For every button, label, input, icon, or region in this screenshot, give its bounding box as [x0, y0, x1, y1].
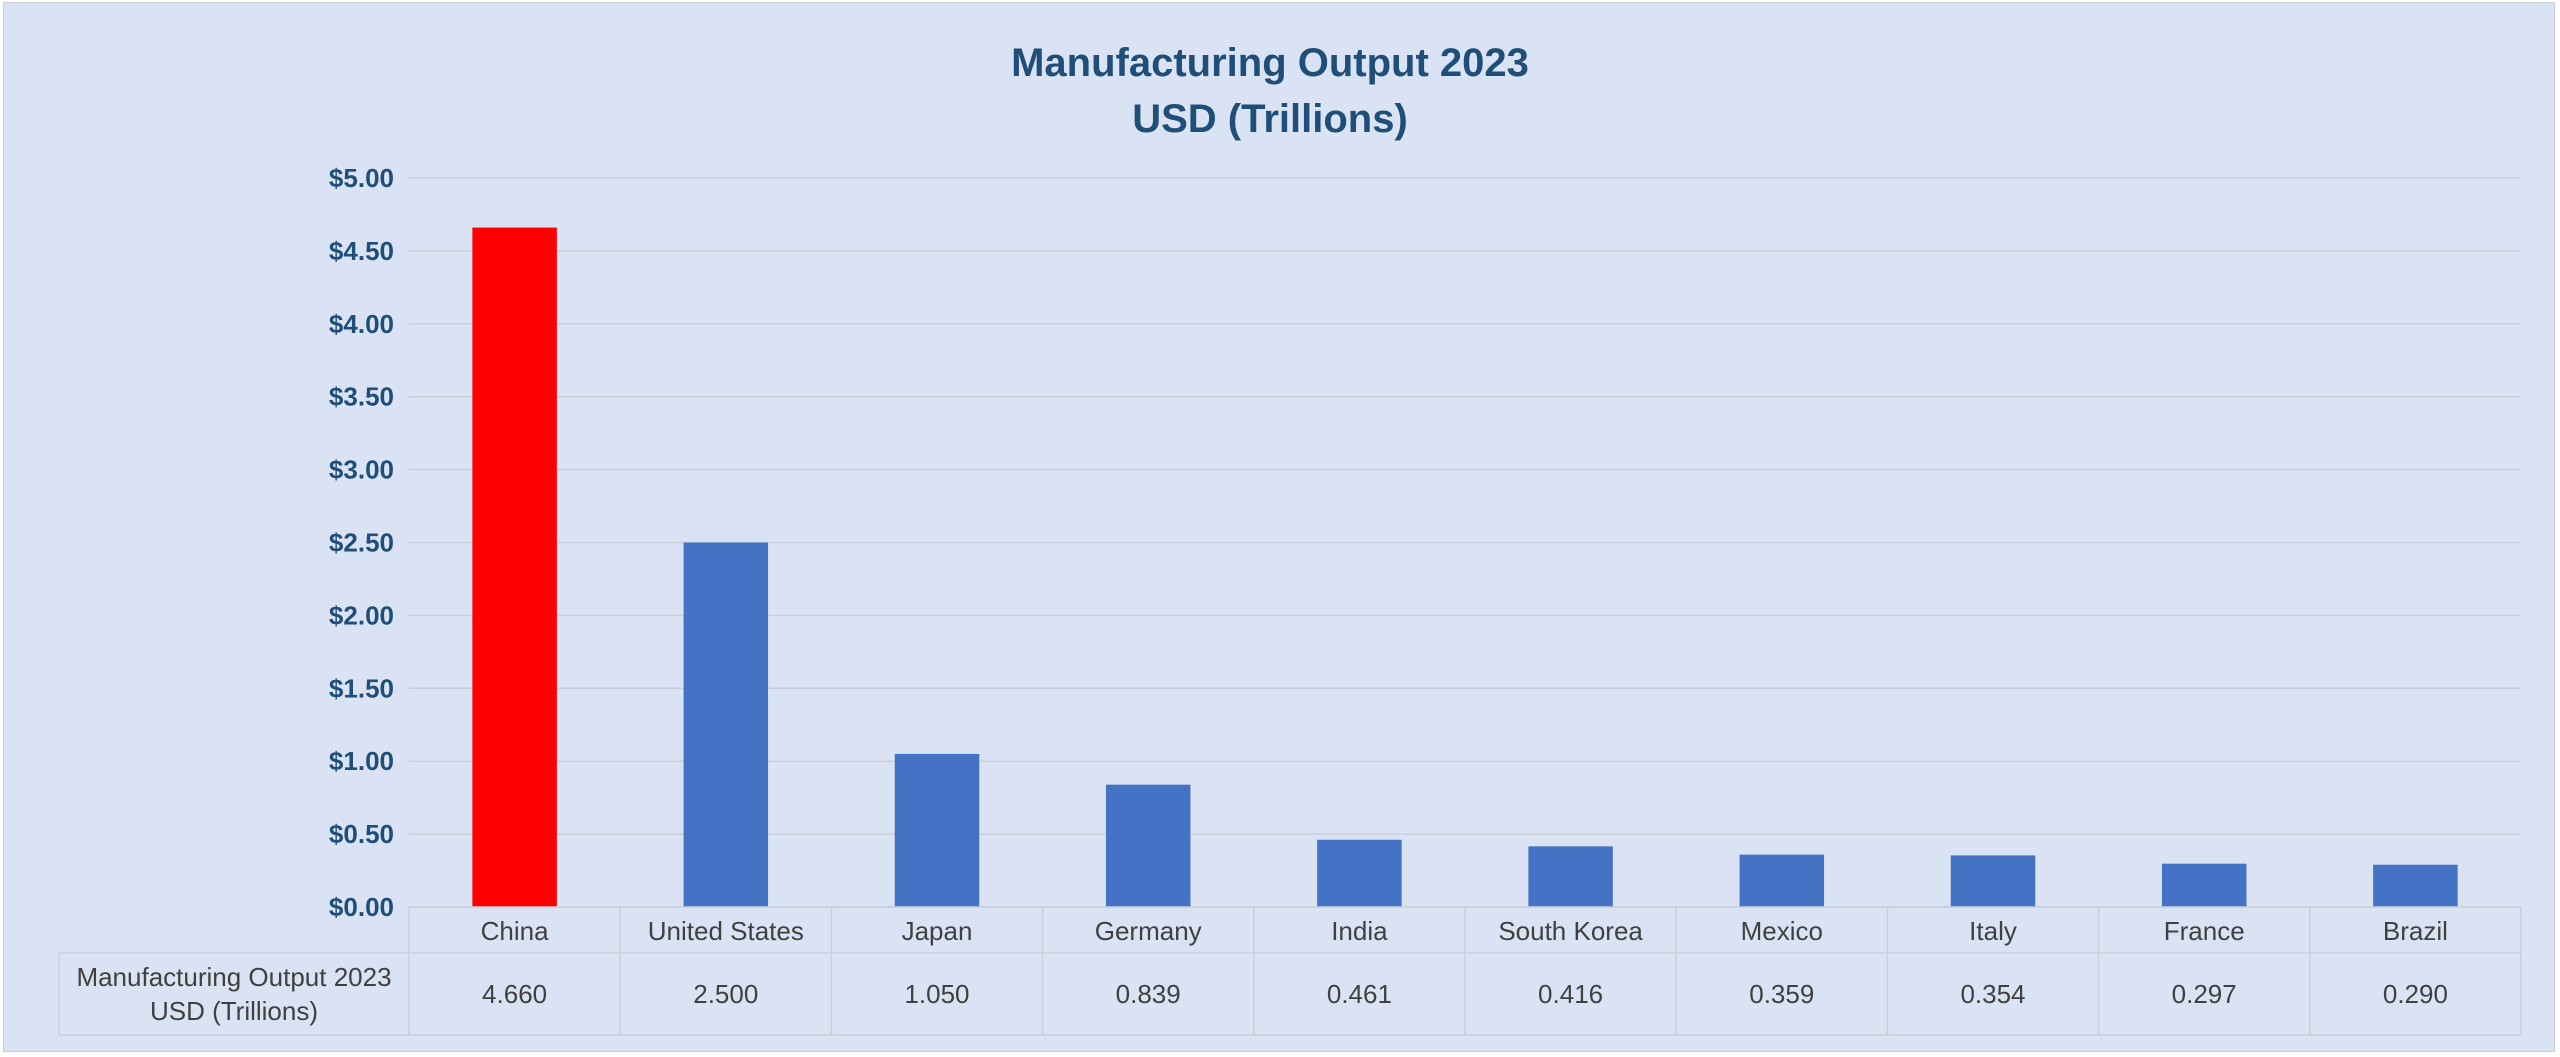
- x-tick-label: Japan: [902, 916, 973, 946]
- x-tick-label: United States: [648, 916, 804, 946]
- y-tick-label: $2.00: [329, 600, 394, 630]
- table-value-cell: 0.290: [2383, 979, 2448, 1009]
- chart-title: Manufacturing Output 2023: [1011, 41, 1529, 85]
- table-value-cell: 4.660: [482, 979, 547, 1009]
- table-value-cell: 0.359: [1749, 979, 1814, 1009]
- y-tick-label: $4.00: [329, 309, 394, 339]
- chart-frame: Manufacturing Output 2023 USD (Trillions…: [3, 2, 2555, 1052]
- y-tick-label: $3.50: [329, 382, 394, 412]
- bar-italy: [1950, 855, 2036, 907]
- y-tick-label: $0.50: [329, 819, 394, 849]
- data-table: China United States Japan Germany India South…: [58, 906, 2522, 1036]
- y-tick-label: $5.00: [329, 163, 394, 193]
- x-tick-label: France: [2164, 916, 2245, 946]
- x-tick-label: South Korea: [1498, 916, 1643, 946]
- table-value-cell: 0.297: [2172, 979, 2237, 1009]
- bars: [472, 227, 2458, 907]
- x-tick-label: India: [1331, 916, 1388, 946]
- chart-subtitle: USD (Trillions): [1132, 97, 1408, 141]
- bar-united-states: [683, 542, 769, 907]
- x-tick-label: Brazil: [2383, 916, 2448, 946]
- bar-china: [472, 227, 557, 907]
- x-tick-label: Italy: [1969, 916, 2017, 946]
- y-tick-label: $2.50: [329, 528, 394, 558]
- bar-mexico: [1739, 854, 1825, 907]
- bar-chart: Manufacturing Output 2023 USD (Trillions…: [58, 41, 2522, 1036]
- y-axis: $0.00 $0.50 $1.00 $1.50 $2.00 $2.50 $3.00 $3.50…: [329, 163, 394, 922]
- bar-south-korea: [1528, 846, 1613, 907]
- y-tick-label: $0.00: [329, 892, 394, 922]
- table-value-cell: 2.500: [693, 979, 758, 1009]
- bar-brazil: [2373, 864, 2458, 907]
- x-tick-label: China: [481, 916, 549, 946]
- bar-france: [2161, 863, 2247, 907]
- y-tick-label: $1.00: [329, 746, 394, 776]
- table-value-cell: 0.416: [1538, 979, 1603, 1009]
- x-tick-label: Germany: [1095, 916, 1202, 946]
- table-value-cell: 0.839: [1116, 979, 1181, 1009]
- y-tick-label: $4.50: [329, 236, 394, 266]
- table-value-cell: 0.461: [1327, 979, 1392, 1009]
- table-value-cell: 0.354: [1960, 979, 2025, 1009]
- y-tick-label: $3.00: [329, 455, 394, 485]
- x-tick-label: Mexico: [1741, 916, 1823, 946]
- table-series-label: Manufacturing Output 2023: [76, 962, 391, 992]
- bar-india: [1317, 839, 1402, 907]
- bar-japan: [894, 753, 980, 907]
- y-tick-label: $1.50: [329, 673, 394, 703]
- bar-germany: [1105, 784, 1191, 907]
- table-series-label: USD (Trillions): [150, 996, 318, 1026]
- table-value-cell: 1.050: [904, 979, 969, 1009]
